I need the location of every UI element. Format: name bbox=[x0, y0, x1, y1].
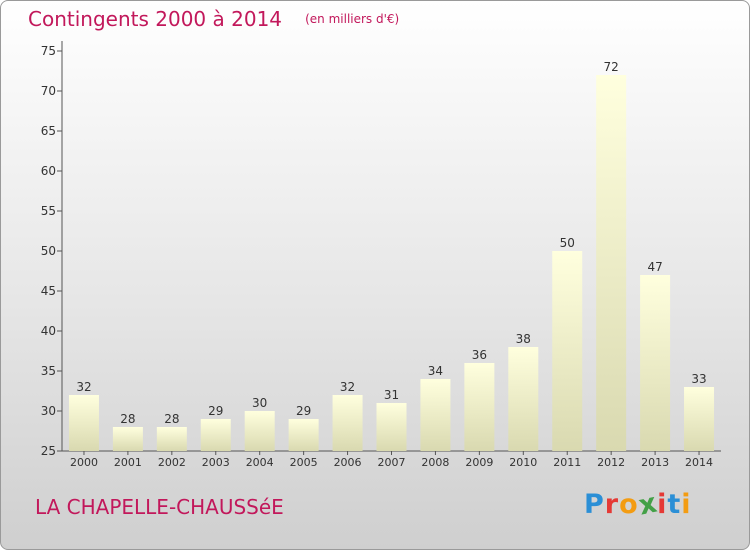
bar[interactable] bbox=[376, 403, 407, 451]
bar-value-label: 50 bbox=[560, 236, 575, 250]
y-tick-label: 55 bbox=[41, 204, 56, 218]
x-tick-label: 2011 bbox=[553, 456, 581, 469]
bar[interactable] bbox=[508, 347, 539, 451]
x-tick-label: 2003 bbox=[202, 456, 230, 469]
bar[interactable] bbox=[156, 427, 187, 451]
bar-value-label: 33 bbox=[691, 372, 706, 386]
title-row: Contingents 2000 à 2014 (en milliers d'€… bbox=[28, 7, 399, 31]
bar-value-label: 29 bbox=[208, 404, 223, 418]
bar[interactable] bbox=[332, 395, 363, 451]
logo-letter: i bbox=[657, 489, 668, 520]
logo-letter: o bbox=[619, 489, 639, 520]
bar[interactable] bbox=[68, 395, 99, 451]
x-tick-label: 2009 bbox=[465, 456, 493, 469]
bar-value-label: 34 bbox=[428, 364, 443, 378]
bar-value-label: 28 bbox=[120, 412, 135, 426]
bar-value-label: 28 bbox=[164, 412, 179, 426]
bar[interactable] bbox=[464, 363, 495, 451]
x-tick-label: 2010 bbox=[509, 456, 537, 469]
y-tick-label: 35 bbox=[41, 364, 56, 378]
x-tick-label: 2012 bbox=[597, 456, 625, 469]
x-tick-label: 2014 bbox=[685, 456, 713, 469]
x-axis: 2000 2001 2002 2003 2004 2005 2006 2007 2008 2009… bbox=[62, 450, 721, 469]
bar-value-label: 72 bbox=[604, 60, 619, 74]
bar[interactable] bbox=[244, 411, 275, 451]
bar[interactable] bbox=[684, 387, 715, 451]
y-axis: 25 30 35 40 45 50 55 60 65 70 75 bbox=[41, 41, 63, 458]
bar-value-label: 38 bbox=[516, 332, 531, 346]
x-tick-label: 2007 bbox=[378, 456, 406, 469]
x-tick-label: 2004 bbox=[246, 456, 274, 469]
logo-letter: P bbox=[584, 489, 605, 520]
place-name: LA CHAPELLE-CHAUSSéE bbox=[35, 495, 284, 519]
bar-value-label: 29 bbox=[296, 404, 311, 418]
bar[interactable] bbox=[552, 251, 583, 451]
y-tick-label: 30 bbox=[41, 404, 56, 418]
x-tick-label: 2001 bbox=[114, 456, 142, 469]
y-tick-label: 65 bbox=[41, 124, 56, 138]
bar[interactable] bbox=[200, 419, 231, 451]
x-tick-label: 2006 bbox=[334, 456, 362, 469]
bar-value-label: 32 bbox=[340, 380, 355, 394]
bar-value-label: 32 bbox=[76, 380, 91, 394]
bar-value-label: 47 bbox=[647, 260, 662, 274]
x-tick-label: 2013 bbox=[641, 456, 669, 469]
proxiti-logo[interactable]: Proxiti bbox=[584, 487, 692, 521]
bar-value-label: 36 bbox=[472, 348, 487, 362]
x-tick-label: 2005 bbox=[290, 456, 318, 469]
y-tick-label: 40 bbox=[41, 324, 56, 338]
x-tick-label: 2002 bbox=[158, 456, 186, 469]
bar[interactable] bbox=[112, 427, 143, 451]
y-tick-label: 60 bbox=[41, 164, 56, 178]
chart-title: Contingents 2000 à 2014 bbox=[28, 7, 283, 31]
bar[interactable] bbox=[596, 75, 627, 451]
x-tick-label: 2008 bbox=[421, 456, 449, 469]
bars: 32 28 28 29 30 29 32 31 34 36 38 50 72 47 33 bbox=[68, 60, 715, 451]
chart-unit: (en milliers d'€) bbox=[305, 12, 400, 26]
bar-value-label: 30 bbox=[252, 396, 267, 410]
bar[interactable] bbox=[420, 379, 451, 451]
y-tick-label: 70 bbox=[41, 84, 56, 98]
bar-value-label: 31 bbox=[384, 388, 399, 402]
logo-letter: r bbox=[604, 489, 620, 520]
y-tick-label: 75 bbox=[41, 44, 56, 58]
x-tick-label: 2000 bbox=[70, 456, 98, 469]
logo-letter: t bbox=[667, 489, 682, 520]
y-tick-label: 25 bbox=[41, 444, 56, 458]
bar[interactable] bbox=[640, 275, 671, 451]
y-tick-label: 50 bbox=[41, 244, 56, 258]
logo-letter: i bbox=[681, 489, 692, 520]
y-tick-label: 45 bbox=[41, 284, 56, 298]
bar[interactable] bbox=[288, 419, 319, 451]
